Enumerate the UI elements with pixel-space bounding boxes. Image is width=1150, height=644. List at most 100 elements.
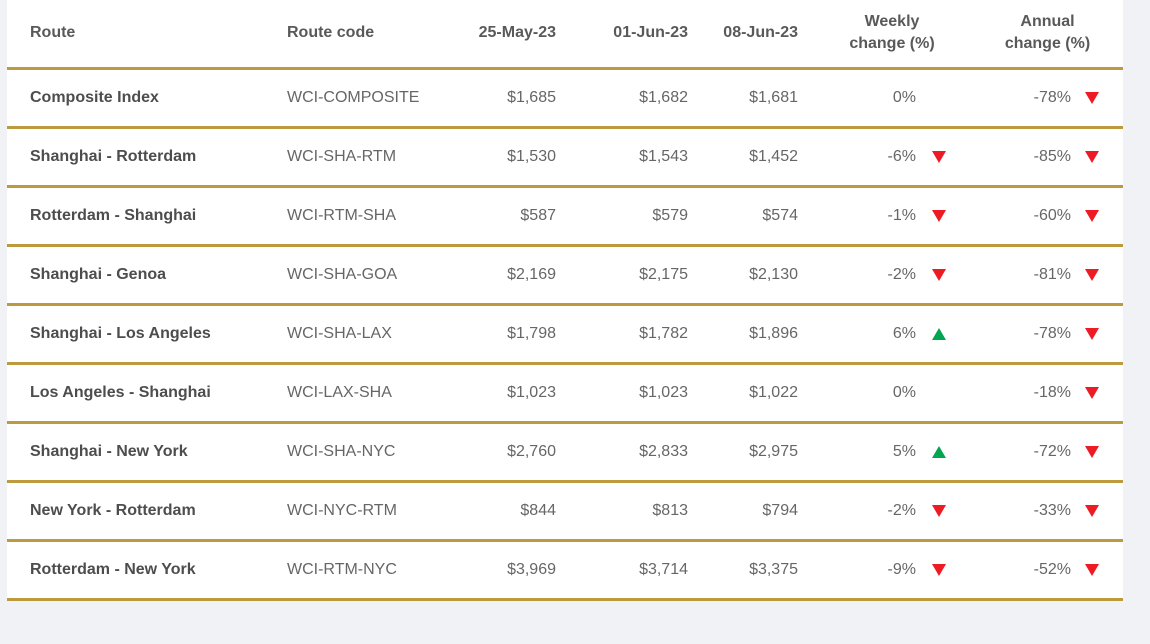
freight-rates-table: Route Route code 25-May-23 01-Jun-23 08-… (7, 0, 1123, 601)
annual-arrow-slot (1071, 268, 1099, 281)
annual-change-cell: -33% (972, 481, 1123, 540)
price-01jun: $2,175 (639, 265, 688, 283)
price-01jun: $579 (652, 206, 688, 224)
annual-change-value: -72% (1033, 442, 1071, 460)
price-08jun: $794 (762, 501, 798, 519)
annual-change-value: -78% (1033, 88, 1071, 106)
price-08jun: $1,681 (749, 88, 798, 106)
weekly-change-value: 0% (892, 383, 916, 401)
annual-change-cell: -78% (972, 304, 1123, 363)
price-25may: $1,530 (507, 147, 556, 165)
price-25may: $3,969 (507, 560, 556, 578)
table-row: Shanghai - Los Angeles WCI-SHA-LAX $1,79… (7, 304, 1123, 363)
weekly-change-cell: -2% (812, 245, 972, 304)
table-row: Composite Index WCI-COMPOSITE $1,685 $1,… (7, 68, 1123, 127)
annual-change-cell: -85% (972, 127, 1123, 186)
table-row: Shanghai - Genoa WCI-SHA-GOA $2,169 $2,1… (7, 245, 1123, 304)
price-25may: $1,023 (507, 383, 556, 401)
col-header-date-01jun: 01-Jun-23 (613, 24, 688, 42)
route-name: Shanghai - Los Angeles (30, 324, 211, 342)
weekly-arrow-slot (916, 92, 962, 104)
weekly-change-cell: -1% (812, 186, 972, 245)
price-01jun: $813 (652, 501, 688, 519)
weekly-arrow-slot (916, 387, 962, 399)
price-01jun: $2,833 (639, 442, 688, 460)
weekly-change-cell: 0% (812, 363, 972, 422)
down-triangle-icon (1085, 91, 1099, 104)
price-25may: $1,685 (507, 88, 556, 106)
route-name: Shanghai - Rotterdam (30, 147, 197, 165)
down-triangle-icon (1085, 327, 1099, 340)
annual-change-value: -78% (1033, 324, 1071, 342)
route-code: WCI-SHA-LAX (287, 324, 392, 342)
down-triangle-icon (1085, 563, 1099, 576)
down-triangle-icon (1085, 386, 1099, 399)
down-triangle-icon (932, 209, 946, 222)
annual-arrow-slot (1071, 209, 1099, 222)
route-code: WCI-RTM-SHA (287, 206, 397, 224)
annual-arrow-slot (1071, 563, 1099, 576)
up-triangle-icon (932, 327, 946, 340)
down-triangle-icon (932, 504, 946, 517)
table-row: Los Angeles - Shanghai WCI-LAX-SHA $1,02… (7, 363, 1123, 422)
price-08jun: $1,022 (749, 383, 798, 401)
route-code: WCI-SHA-RTM (287, 147, 397, 165)
down-triangle-icon (1085, 504, 1099, 517)
down-triangle-icon (1085, 150, 1099, 163)
annual-change-value: -85% (1033, 147, 1071, 165)
weekly-arrow-slot (916, 268, 962, 281)
weekly-change-value: 6% (892, 324, 916, 342)
col-header-annual-change: Annual change (%) (1004, 13, 1091, 53)
weekly-change-cell: 0% (812, 68, 972, 127)
price-08jun: $574 (762, 206, 798, 224)
weekly-change-cell: 5% (812, 422, 972, 481)
annual-arrow-slot (1071, 327, 1099, 340)
weekly-change-cell: -9% (812, 540, 972, 599)
route-code: WCI-NYC-RTM (287, 501, 397, 519)
down-triangle-icon (1085, 268, 1099, 281)
annual-change-cell: -52% (972, 540, 1123, 599)
price-01jun: $1,023 (639, 383, 688, 401)
price-08jun: $2,130 (749, 265, 798, 283)
annual-change-value: -18% (1033, 383, 1071, 401)
price-08jun: $1,452 (749, 147, 798, 165)
route-name: Rotterdam - Shanghai (30, 206, 197, 224)
table-row: Rotterdam - New York WCI-RTM-NYC $3,969 … (7, 540, 1123, 599)
price-25may: $587 (520, 206, 556, 224)
annual-change-cell: -81% (972, 245, 1123, 304)
price-01jun: $1,782 (639, 324, 688, 342)
table-row: Rotterdam - Shanghai WCI-RTM-SHA $587 $5… (7, 186, 1123, 245)
down-triangle-icon (1085, 209, 1099, 222)
col-header-route: Route (30, 24, 76, 42)
route-code: WCI-SHA-GOA (287, 265, 398, 283)
price-01jun: $3,714 (639, 560, 688, 578)
route-code: WCI-SHA-NYC (287, 442, 396, 460)
price-25may: $1,798 (507, 324, 556, 342)
weekly-change-value: -9% (887, 560, 916, 578)
price-25may: $2,169 (507, 265, 556, 283)
col-header-date-25may: 25-May-23 (478, 24, 556, 42)
header-row: Route Route code 25-May-23 01-Jun-23 08-… (7, 0, 1123, 68)
price-25may: $844 (520, 501, 556, 519)
price-08jun: $1,896 (749, 324, 798, 342)
annual-change-value: -81% (1033, 265, 1071, 283)
route-name: Rotterdam - New York (30, 560, 196, 578)
price-08jun: $2,975 (749, 442, 798, 460)
annual-arrow-slot (1071, 504, 1099, 517)
price-01jun: $1,543 (639, 147, 688, 165)
col-header-route-code: Route code (287, 24, 375, 42)
annual-change-value: -60% (1033, 206, 1071, 224)
weekly-arrow-slot (916, 150, 962, 163)
annual-arrow-slot (1071, 91, 1099, 104)
annual-change-cell: -18% (972, 363, 1123, 422)
col-header-date-08jun: 08-Jun-23 (723, 24, 798, 42)
route-name: Los Angeles - Shanghai (30, 383, 211, 401)
down-triangle-icon (932, 563, 946, 576)
weekly-arrow-slot (916, 327, 962, 340)
table-row: Shanghai - Rotterdam WCI-SHA-RTM $1,530 … (7, 127, 1123, 186)
weekly-change-value: 0% (892, 88, 916, 106)
weekly-arrow-slot (916, 504, 962, 517)
weekly-change-value: -6% (887, 147, 916, 165)
route-code: WCI-COMPOSITE (287, 88, 420, 106)
weekly-change-cell: -6% (812, 127, 972, 186)
